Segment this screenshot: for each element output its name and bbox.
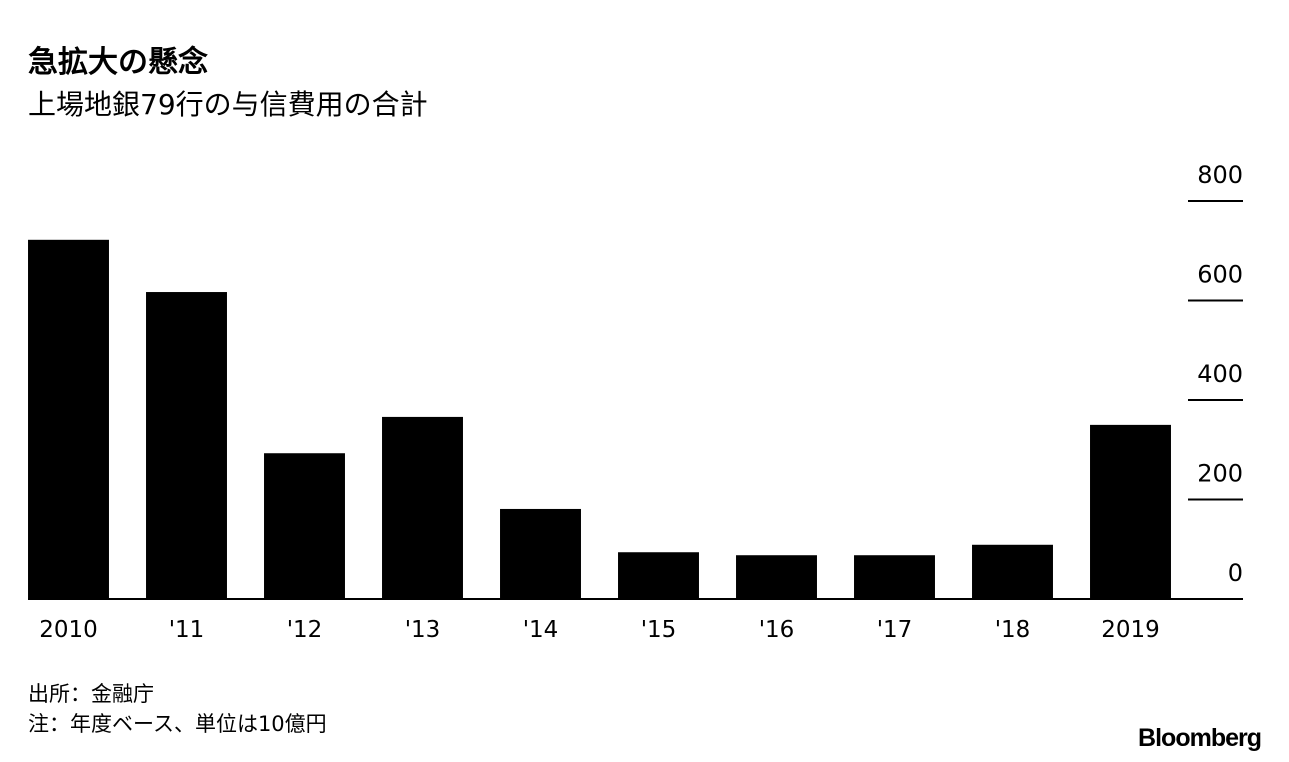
brand-logo: Bloomberg [1138,724,1261,752]
chart-title: 急拡大の懸念 [28,45,208,80]
x-tick-label: '13 [405,617,441,643]
bar [500,508,581,599]
bar [1090,424,1171,599]
bar [28,239,109,599]
x-tick-label: '18 [995,617,1031,643]
note: 注：年度ベース、単位は10億円 [28,712,327,736]
x-tick-label: '12 [287,617,323,643]
bar [264,453,345,599]
bar [854,555,935,599]
x-tick-label: '11 [169,617,205,643]
source: 出所：金融庁 [28,682,154,706]
bar [972,544,1053,599]
bar [146,292,227,599]
y-tick-label: 600 [1197,261,1243,289]
x-tick-label: '15 [641,617,677,643]
bar [736,555,817,599]
x-tick-label: '14 [523,617,559,643]
y-tick-label: 0 [1228,559,1243,587]
bar [382,416,463,599]
chart-subtitle: 上場地銀79行の与信費用の合計 [28,88,428,121]
x-tick-label: 2010 [39,617,98,643]
y-tick-label: 400 [1197,360,1243,388]
y-tick-label: 200 [1197,460,1243,488]
bar [618,552,699,599]
y-tick-label: 800 [1197,161,1243,189]
x-tick-label: '17 [877,617,913,643]
x-tick-label: 2019 [1101,617,1160,643]
x-tick-label: '16 [759,617,795,643]
